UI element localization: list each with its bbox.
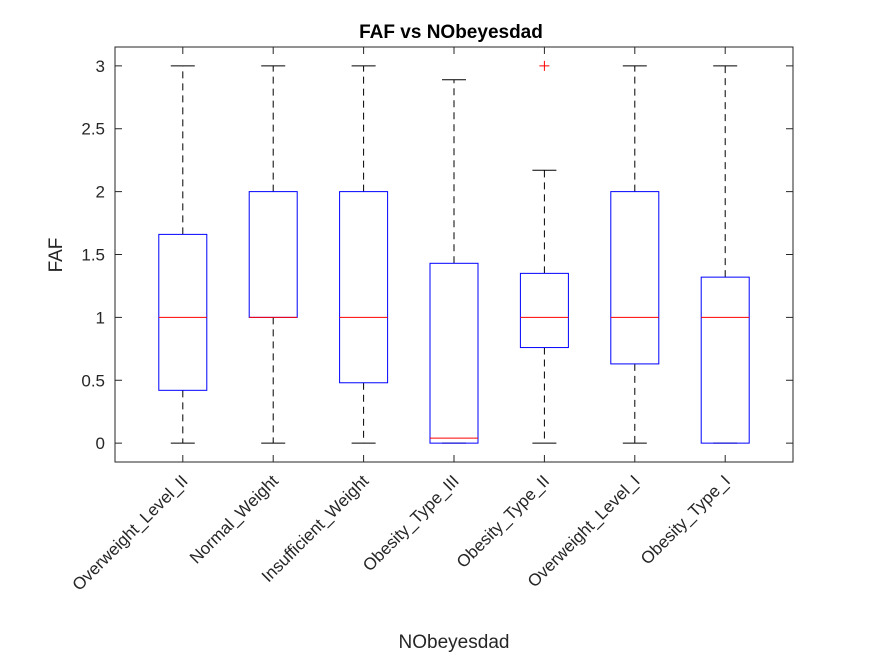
y-tick-label: 3 [96, 57, 105, 76]
y-axis: 0 0.5 1 1.5 2 2.5 3 [81, 57, 793, 453]
y-tick-label: 0.5 [81, 371, 105, 390]
y-axis-label: FAF [46, 238, 67, 273]
box-iqr [158, 233, 208, 391]
plot-area [114, 46, 794, 463]
y-tick-label: 2 [96, 183, 105, 202]
box-iqr [610, 191, 660, 365]
y-tick-label: 1.5 [81, 246, 105, 265]
x-tick-label: Overweight_Level_II [69, 471, 192, 594]
box-group [519, 60, 569, 444]
box-group [429, 79, 479, 444]
x-tick-label: Obesity_Type_I [637, 471, 734, 568]
box-iqr [339, 191, 389, 384]
box-group [610, 65, 660, 444]
outlier-marker [539, 60, 550, 71]
y-tick-label: 0 [96, 434, 105, 453]
x-tick-label: Obesity_Type_III [359, 471, 463, 575]
y-tick-label: 1 [96, 308, 105, 327]
x-axis-label: NObeyesdad [399, 632, 510, 653]
box-group [700, 65, 750, 444]
box-group [248, 65, 298, 444]
box-group [339, 65, 389, 444]
box-iqr [700, 276, 750, 444]
x-tick-label: Normal_Weight [186, 471, 282, 567]
box-group [158, 65, 208, 444]
box-iqr [519, 272, 569, 349]
y-tick-label: 2.5 [81, 120, 105, 139]
x-tick-label: Obesity_Type_II [453, 471, 553, 571]
boxes-layer [158, 60, 750, 444]
box-iqr [429, 262, 479, 444]
chart-title: FAF vs NObeyesdad [359, 22, 543, 43]
